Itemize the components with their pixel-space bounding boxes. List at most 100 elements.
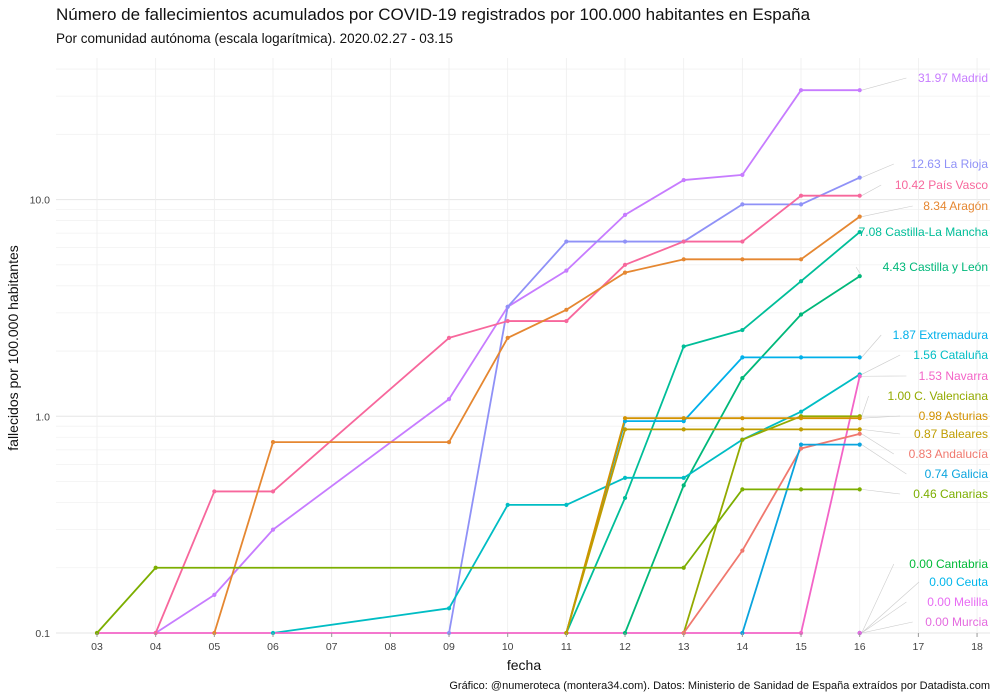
data-point xyxy=(505,318,510,324)
data-point xyxy=(857,175,862,180)
series-label: 0.00 Murcia xyxy=(925,615,988,629)
series-line-c-valenciana xyxy=(682,415,860,634)
data-point xyxy=(212,592,217,597)
data-point xyxy=(857,431,862,436)
label-leader xyxy=(861,163,894,178)
series-label: 7.08 Castilla-La Mancha xyxy=(859,225,989,239)
chart-subtitle: Por comunidad autónoma (escala logarítmi… xyxy=(56,31,453,46)
data-point xyxy=(622,416,628,421)
data-point xyxy=(681,565,686,570)
series-line-castilla-la-mancha xyxy=(565,231,861,634)
data-point xyxy=(270,489,276,494)
series-label: 8.34 Aragón xyxy=(923,199,988,213)
data-point xyxy=(857,442,862,447)
y-axis-ticks: 0.1 1.0 10.0 xyxy=(30,195,51,640)
data-point xyxy=(798,257,804,262)
series-label: 12.63 La Rioja xyxy=(911,157,989,171)
data-point xyxy=(740,327,745,333)
data-point xyxy=(681,483,686,488)
data-point xyxy=(740,172,745,177)
data-point xyxy=(857,193,862,198)
data-point xyxy=(505,335,510,340)
data-point xyxy=(857,88,862,93)
data-point xyxy=(681,419,686,424)
data-point xyxy=(798,446,804,451)
label-leader-lines xyxy=(855,77,920,634)
data-point xyxy=(622,475,628,480)
series-lines xyxy=(96,89,861,634)
x-axis-ticks: 03 04 05 06 07 08 09 10 11 12 13 14 15 16 17 18 xyxy=(91,633,983,653)
x-tick-label: 15 xyxy=(795,641,807,653)
series-label: 1.53 Navarra xyxy=(919,369,989,383)
x-tick-label: 10 xyxy=(502,641,514,653)
series-label: 1.87 Extremadura xyxy=(893,328,989,342)
series-label: 0.00 Cantabria xyxy=(909,557,988,571)
data-point xyxy=(564,502,569,508)
data-point xyxy=(740,355,745,360)
data-point xyxy=(622,427,628,432)
series-line-baleares xyxy=(565,428,860,634)
data-point xyxy=(212,489,217,494)
x-tick-label: 16 xyxy=(854,641,866,653)
data-point xyxy=(798,279,804,284)
label-leader xyxy=(861,601,907,634)
series-label: 1.00 C. Valenciana xyxy=(887,389,988,403)
series-label: 0.00 Ceuta xyxy=(929,575,988,589)
data-point xyxy=(798,202,804,207)
label-leader xyxy=(861,489,901,495)
chart-caption: Gráfico: @numeroteca (montera34.com). Da… xyxy=(449,680,990,692)
data-point xyxy=(564,239,569,244)
x-tick-label: 11 xyxy=(561,641,572,653)
data-point xyxy=(857,214,862,219)
data-point xyxy=(622,212,628,217)
data-point xyxy=(505,304,510,309)
data-point xyxy=(446,440,452,445)
label-leader xyxy=(861,415,901,419)
x-tick-label: 18 xyxy=(971,641,983,653)
data-point xyxy=(740,257,745,262)
y-axis-title: fallecidos por 100.000 habitantes xyxy=(5,245,21,450)
label-leader xyxy=(861,429,901,435)
data-point xyxy=(681,239,686,244)
label-leader xyxy=(861,395,869,417)
data-point xyxy=(798,88,804,93)
data-point xyxy=(740,427,745,432)
data-point xyxy=(270,527,276,532)
series-line-la-rioja xyxy=(448,176,861,634)
data-point xyxy=(798,409,804,414)
label-leader xyxy=(861,184,882,196)
data-point xyxy=(798,193,804,198)
data-point xyxy=(857,274,862,279)
data-point xyxy=(153,565,158,570)
y-tick-label: 0.1 xyxy=(35,628,50,640)
label-leader xyxy=(861,334,882,358)
x-tick-label: 14 xyxy=(737,641,749,653)
data-point xyxy=(622,419,628,424)
series-line-andaluc-a xyxy=(682,432,860,634)
x-tick-label: 13 xyxy=(678,641,690,653)
chart-title: Número de fallecimientos acumulados por … xyxy=(56,5,811,24)
x-tick-label: 09 xyxy=(443,641,455,653)
x-tick-label: 05 xyxy=(208,641,220,653)
x-tick-label: 12 xyxy=(619,641,631,653)
data-point xyxy=(622,262,628,267)
x-tick-label: 17 xyxy=(913,641,925,653)
series-label: 0.46 Canarias xyxy=(913,487,988,501)
data-point xyxy=(798,427,804,432)
x-tick-label: 04 xyxy=(150,641,162,653)
data-point xyxy=(857,487,862,492)
data-point xyxy=(740,376,745,381)
x-tick-label: 07 xyxy=(326,641,338,653)
data-point xyxy=(681,416,686,421)
label-leader xyxy=(861,444,907,475)
series-label: 31.97 Madrid xyxy=(918,71,988,85)
label-leader xyxy=(861,77,907,91)
series-label: 4.43 Castilla y León xyxy=(883,260,988,274)
data-point xyxy=(681,475,686,480)
data-point xyxy=(798,442,804,447)
data-point xyxy=(857,355,862,360)
data-point xyxy=(681,257,686,262)
data-point xyxy=(446,397,452,402)
data-point xyxy=(446,335,452,340)
